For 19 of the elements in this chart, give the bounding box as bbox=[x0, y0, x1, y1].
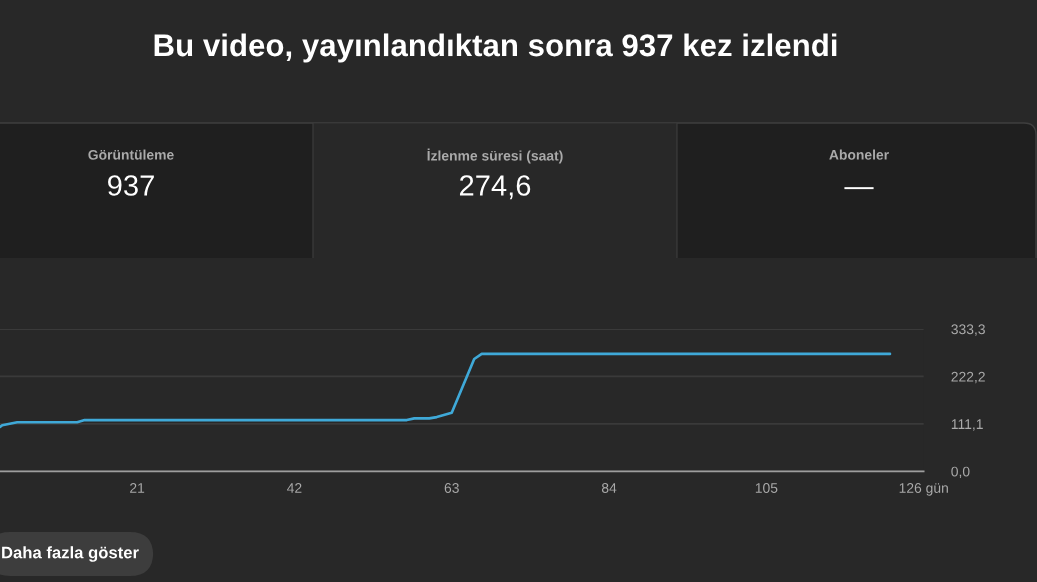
text: Daha fazla göster bbox=[2, 546, 139, 562]
x-tick-label: 105 bbox=[755, 483, 778, 493]
text: İzlenme süresi (saat) bbox=[427, 148, 563, 164]
x-tick-label: 21 bbox=[130, 483, 145, 493]
text: Aboneler bbox=[829, 149, 889, 160]
y-tick-label: 0,0 bbox=[951, 466, 970, 479]
y-tick-label: 222,2 bbox=[951, 371, 985, 384]
y-tick-label: 333,3 bbox=[951, 324, 985, 336]
text: 274,6 bbox=[459, 175, 531, 200]
x-tick-label: 126 gün bbox=[899, 483, 948, 496]
text: Bu video, yayınlandıktan sonra 937 kez izlendi bbox=[154, 33, 837, 63]
x-tick-label: 42 bbox=[287, 483, 302, 493]
text: — bbox=[844, 187, 874, 190]
text: 937 bbox=[108, 175, 154, 196]
x-tick-label: 63 bbox=[444, 483, 459, 493]
y-tick-label: 111,1 bbox=[951, 419, 983, 431]
text: Görüntüleme bbox=[88, 149, 174, 160]
line-series bbox=[0, 352, 892, 429]
x-tick-label: 84 bbox=[601, 483, 617, 493]
